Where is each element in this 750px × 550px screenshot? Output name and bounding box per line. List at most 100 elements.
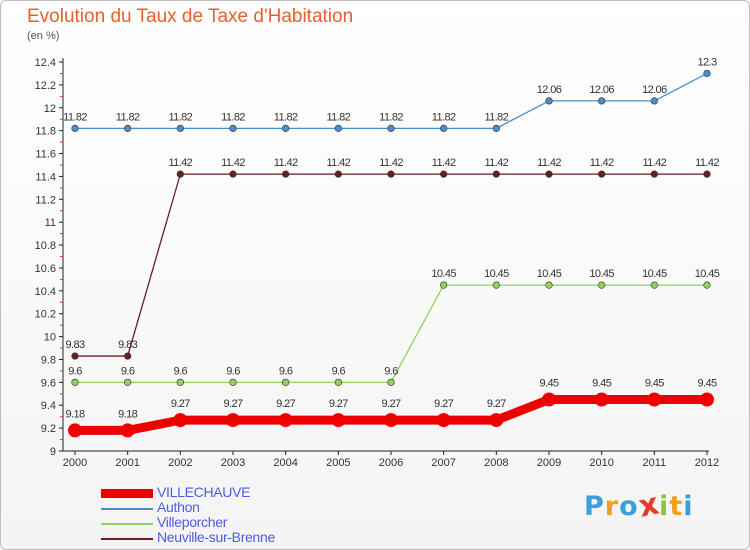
data-label-authon: 11.82: [379, 111, 403, 123]
data-point-neuville-sur-brenne: [545, 170, 553, 178]
data-label-neuville-sur-brenne: 11.42: [379, 157, 403, 169]
data-label-villechauve: 9.27: [223, 398, 242, 410]
data-label-villechauve: 9.27: [434, 398, 453, 410]
data-point-villeporcher: [387, 378, 395, 386]
legend-label: Villeporcher: [157, 514, 228, 530]
x-tick-label: 2000: [63, 457, 87, 469]
legend-swatch: [101, 489, 153, 498]
data-label-villeporcher: 10.45: [695, 268, 720, 280]
data-label-villeporcher: 9.6: [384, 365, 398, 377]
y-tick-label: 12.4: [35, 57, 56, 69]
data-label-villeporcher: 9.6: [121, 365, 135, 377]
x-tick-label: 2011: [643, 457, 667, 469]
legend-swatch: [101, 523, 153, 525]
data-point-neuville-sur-brenne: [229, 170, 237, 178]
data-label-villechauve: 9.18: [65, 408, 84, 420]
data-point-villeporcher: [545, 281, 553, 289]
data-point-neuville-sur-brenne: [703, 170, 711, 178]
data-label-authon: 11.82: [221, 111, 245, 123]
data-label-authon: 12.06: [537, 84, 562, 96]
data-point-villechauve: [542, 392, 556, 407]
data-label-villeporcher: 9.6: [68, 365, 82, 377]
logo-letter: t: [669, 491, 684, 522]
data-label-villeporcher: 10.45: [642, 268, 667, 280]
y-tick-label: 10: [44, 332, 56, 344]
data-label-villechauve: 9.27: [276, 398, 295, 410]
data-label-villechauve: 9.45: [592, 378, 611, 390]
y-tick-label: 9.2: [41, 423, 56, 435]
data-point-neuville-sur-brenne: [492, 170, 500, 178]
y-tick-label: 12: [44, 103, 56, 115]
legend-label: VILLECHAUVE: [157, 484, 251, 500]
x-tick-label: 2001: [115, 457, 139, 469]
data-point-villeporcher: [440, 281, 448, 289]
data-label-villechauve: 9.45: [645, 378, 664, 390]
logo-letter: P: [584, 491, 605, 522]
logo-letter: i: [659, 491, 670, 522]
data-label-authon: 11.82: [63, 111, 87, 123]
y-tick-label: 10.2: [35, 309, 56, 321]
x-tick-label: 2003: [221, 457, 245, 469]
data-label-villeporcher: 9.6: [226, 365, 240, 377]
logo-letter: o: [619, 491, 639, 522]
series-layer: [68, 69, 714, 438]
data-point-villeporcher: [229, 378, 237, 386]
data-label-villechauve: 9.27: [381, 398, 400, 410]
data-label-villechauve: 9.27: [171, 398, 190, 410]
data-label-neuville-sur-brenne: 11.42: [695, 157, 719, 169]
y-tick-label: 11.8: [35, 126, 56, 138]
data-label-neuville-sur-brenne: 11.42: [642, 157, 666, 169]
data-point-authon: [387, 124, 395, 132]
data-label-neuville-sur-brenne: 11.42: [221, 157, 245, 169]
data-point-neuville-sur-brenne: [71, 352, 79, 360]
y-tick-label: 10.4: [35, 286, 56, 298]
y-tick-label: 9.8: [41, 354, 56, 366]
legend-swatch: [101, 508, 153, 510]
data-point-villechauve: [331, 413, 346, 428]
axes: 9 9.2 9.4 9.6 9.8 10 10.2 10.4 10.6 10.8 11 11.2 11.…: [35, 57, 720, 469]
legend-swatch: [101, 538, 153, 540]
data-point-villechauve: [647, 392, 662, 407]
data-point-villechauve: [436, 413, 451, 428]
data-label-villeporcher: 10.45: [484, 268, 509, 280]
data-point-villeporcher: [176, 378, 184, 386]
data-label-villeporcher: 10.45: [537, 268, 562, 280]
data-label-neuville-sur-brenne: 11.42: [168, 157, 192, 169]
data-point-villechauve: [489, 413, 504, 428]
data-point-neuville-sur-brenne: [176, 170, 184, 178]
data-point-villechauve: [173, 413, 188, 428]
logo-letter: i: [683, 491, 694, 522]
data-point-villeporcher: [703, 281, 711, 289]
logo-letter: r: [604, 491, 620, 522]
data-point-neuville-sur-brenne: [440, 170, 448, 178]
data-label-villeporcher: 10.45: [431, 268, 456, 280]
data-point-neuville-sur-brenne: [598, 170, 606, 178]
data-label-neuville-sur-brenne: 9.83: [65, 339, 84, 351]
data-label-neuville-sur-brenne: 11.42: [274, 157, 298, 169]
data-point-villechauve: [68, 423, 82, 438]
y-tick-label: 11: [45, 217, 56, 229]
series-line-neuville-sur-brenne: [75, 173, 707, 357]
data-label-authon: 12.06: [642, 84, 667, 96]
data-label-villeporcher: 9.6: [332, 365, 346, 377]
data-label-villechauve: 9.18: [118, 408, 137, 420]
data-labels: 9.83 9.83 11.42 11.42 11.42 11.42 11.42 11.42 11…: [63, 56, 720, 420]
y-tick-label: 10.8: [35, 240, 56, 252]
data-label-authon: 12.06: [589, 84, 614, 96]
data-point-authon: [598, 97, 606, 105]
data-point-neuville-sur-brenne: [282, 170, 290, 178]
x-tick-label: 2002: [168, 457, 192, 469]
data-point-villechauve: [120, 423, 135, 438]
data-point-villeporcher: [334, 378, 342, 386]
data-label-neuville-sur-brenne: 11.42: [432, 157, 456, 169]
x-tick-label: 2012: [695, 457, 719, 469]
proxiti-logo: Proxiti: [584, 486, 694, 524]
data-label-villechauve: 9.45: [539, 378, 558, 390]
data-point-authon: [492, 124, 500, 132]
data-point-villechauve: [278, 413, 293, 428]
data-point-authon: [282, 124, 290, 132]
data-point-villechauve: [384, 413, 398, 428]
data-label-authon: 11.82: [116, 111, 140, 123]
